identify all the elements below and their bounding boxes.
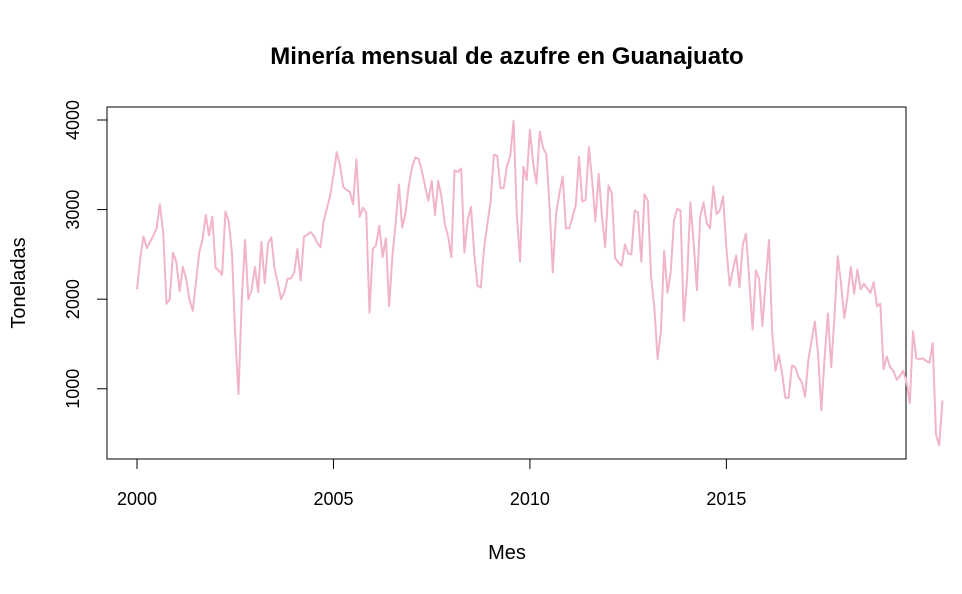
- x-tick-label: 2000: [117, 489, 157, 509]
- series-line: [136, 119, 944, 447]
- x-axis-label: Mes: [488, 542, 526, 564]
- x-tick-label: 2015: [706, 489, 746, 509]
- x-axis: 2000 2005 2010 2015: [117, 458, 746, 509]
- plot-frame: [106, 106, 907, 460]
- x-tick-label: 2010: [510, 489, 550, 509]
- x-tick-label: 2005: [313, 489, 353, 509]
- y-tick-label: 4000: [63, 100, 83, 140]
- chart-title: Minería mensual de azufre en Guanajuato: [270, 43, 743, 70]
- y-tick-label: 3000: [63, 190, 83, 230]
- y-tick-label: 2000: [63, 279, 83, 319]
- y-axis: 1000 2000 3000 4000: [63, 100, 108, 409]
- y-tick-label: 1000: [63, 369, 83, 409]
- y-axis-label: Toneladas: [8, 237, 30, 328]
